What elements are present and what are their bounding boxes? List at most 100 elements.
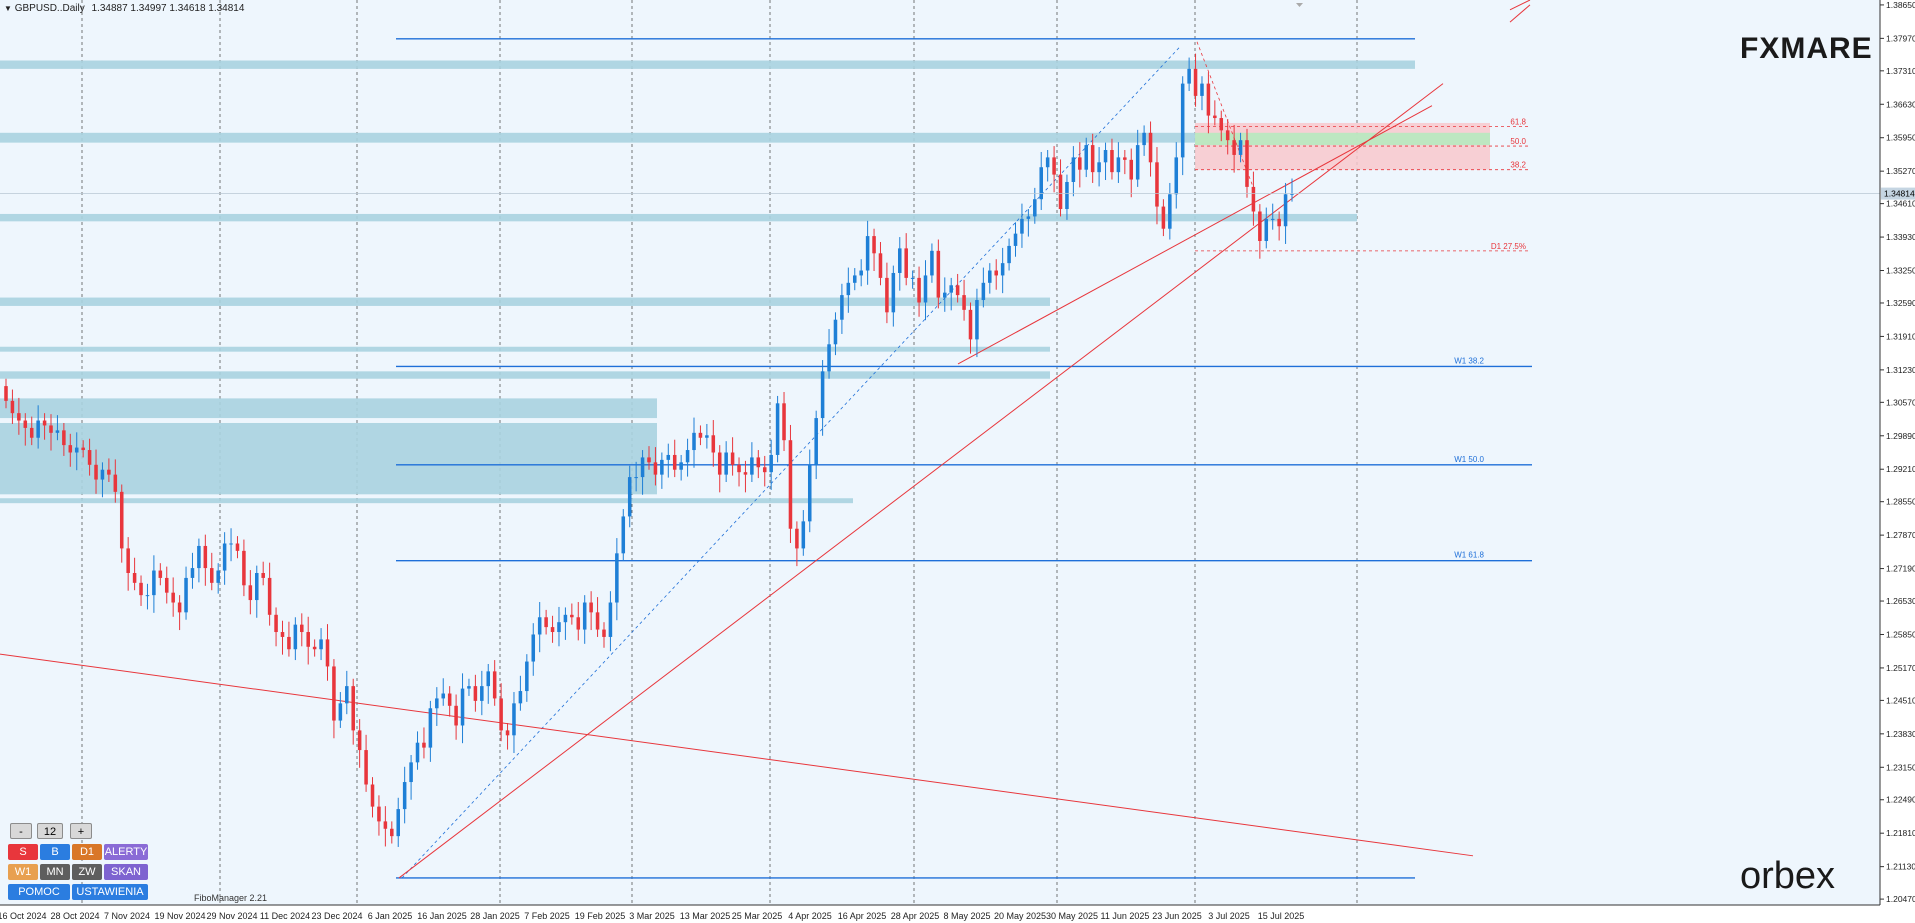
candle-body	[1238, 140, 1243, 155]
price-tag-bg	[1881, 187, 1915, 200]
candle-body	[988, 270, 992, 283]
target-zone-green	[1195, 132, 1490, 146]
decrease-button[interactable]: -	[10, 823, 32, 839]
candle-body	[351, 686, 355, 731]
period-value[interactable]: 12	[37, 823, 63, 839]
candle-body	[255, 573, 259, 601]
long-trendline	[0, 653, 1474, 857]
symbol-title: ▼ GBPUSD..Daily 1.34887 1.34997 1.34618 …	[4, 3, 244, 14]
buy-button[interactable]: B	[40, 844, 70, 860]
candle-body	[74, 447, 79, 453]
y-tick-label: 1.23150	[1886, 762, 1915, 772]
candle-body	[1187, 68, 1191, 84]
candle-body	[190, 568, 195, 578]
candle-body	[29, 427, 34, 438]
candle-body	[885, 277, 889, 313]
candle-body	[332, 666, 336, 721]
zone-band	[0, 498, 853, 504]
x-tick-label: 6 Jan 2025	[368, 911, 413, 921]
w1-button[interactable]: W1	[8, 864, 38, 880]
candle-body	[898, 248, 902, 273]
candle-body	[486, 671, 491, 687]
candle-body	[1065, 181, 1069, 210]
candle-body	[62, 430, 66, 446]
candle-body	[833, 319, 838, 345]
y-tick-label: 1.23830	[1886, 729, 1915, 739]
candle-body	[261, 573, 265, 578]
y-tick-label: 1.35270	[1886, 166, 1915, 176]
candle-body	[595, 612, 600, 630]
candle-body	[139, 582, 143, 596]
candle-body	[872, 236, 876, 254]
candle-body	[660, 459, 664, 475]
y-tick-label: 1.26530	[1886, 596, 1915, 606]
candle-body	[743, 472, 748, 475]
chevron-down-icon[interactable]: ▼	[4, 4, 12, 13]
trend-fragment	[1509, 4, 1531, 23]
increase-button[interactable]: +	[70, 823, 92, 839]
candle-body	[1232, 140, 1236, 155]
candle-body	[377, 806, 381, 822]
candle-body	[1213, 115, 1217, 119]
fib-level-label: 61.8	[1510, 117, 1526, 126]
y-tick-label: 1.28550	[1886, 497, 1915, 507]
y-tick-label: 1.27870	[1886, 530, 1915, 540]
y-tick-label: 1.29890	[1886, 431, 1915, 441]
sell-button[interactable]: S	[8, 844, 38, 860]
y-tick-label: 1.37310	[1886, 66, 1915, 76]
candle-body	[936, 250, 941, 298]
y-tick-label: 1.29210	[1886, 464, 1915, 474]
candle-body	[705, 435, 709, 438]
candle-body	[949, 285, 953, 293]
candle-body	[383, 821, 388, 829]
x-tick-label: 13 Mar 2025	[680, 911, 731, 921]
candle-body	[1013, 233, 1018, 246]
candle-body	[126, 548, 130, 574]
candle-body	[852, 275, 857, 283]
candle-body	[370, 784, 375, 807]
candle-body	[312, 646, 317, 650]
candle-body	[300, 624, 304, 633]
y-tick-label: 1.24510	[1886, 695, 1915, 705]
candle-body	[454, 705, 458, 726]
settings-button[interactable]: USTAWIENIA	[72, 884, 148, 900]
x-tick-label: 3 Jul 2025	[1208, 911, 1250, 921]
fxmare-text: FXMARE	[1740, 32, 1873, 65]
candle-body	[1161, 206, 1166, 229]
candle-body	[422, 742, 426, 748]
candle-body	[1084, 145, 1089, 170]
y-tick-label: 1.31910	[1886, 331, 1915, 341]
candle-body	[390, 828, 394, 837]
zone-band	[0, 60, 1415, 69]
alerts-button[interactable]: ALERTY	[104, 844, 148, 860]
candle-body	[1071, 157, 1076, 182]
mn-button[interactable]: MN	[40, 864, 70, 880]
fibomanager-label: FiboManager 2.21	[194, 893, 268, 903]
candle-body	[1020, 218, 1024, 234]
x-tick-label: 16 Oct 2024	[0, 911, 47, 921]
candle-body	[319, 639, 323, 650]
candle-body	[435, 698, 439, 709]
y-tick-label: 1.22490	[1886, 795, 1915, 805]
candle-body	[647, 457, 651, 463]
y-tick-label: 1.21130	[1886, 862, 1915, 872]
candle-body	[1270, 218, 1275, 220]
candle-body	[42, 420, 47, 426]
candle-body	[1097, 162, 1101, 173]
candle-body	[692, 432, 696, 451]
d1-button[interactable]: D1	[72, 844, 102, 860]
zw-button[interactable]: ZW	[72, 864, 102, 880]
candle-body	[113, 474, 118, 492]
help-button[interactable]: POMOC	[8, 884, 70, 900]
candle-body	[820, 371, 825, 419]
candle-body	[602, 629, 606, 637]
candle-body	[280, 632, 285, 637]
candle-body	[1277, 218, 1281, 227]
x-tick-label: 11 Jun 2025	[1101, 911, 1150, 921]
candle-body	[891, 272, 896, 313]
candle-body	[550, 627, 555, 633]
scan-button[interactable]: SKAN	[104, 864, 148, 880]
candle-body	[396, 809, 400, 837]
candle-body	[576, 617, 581, 630]
